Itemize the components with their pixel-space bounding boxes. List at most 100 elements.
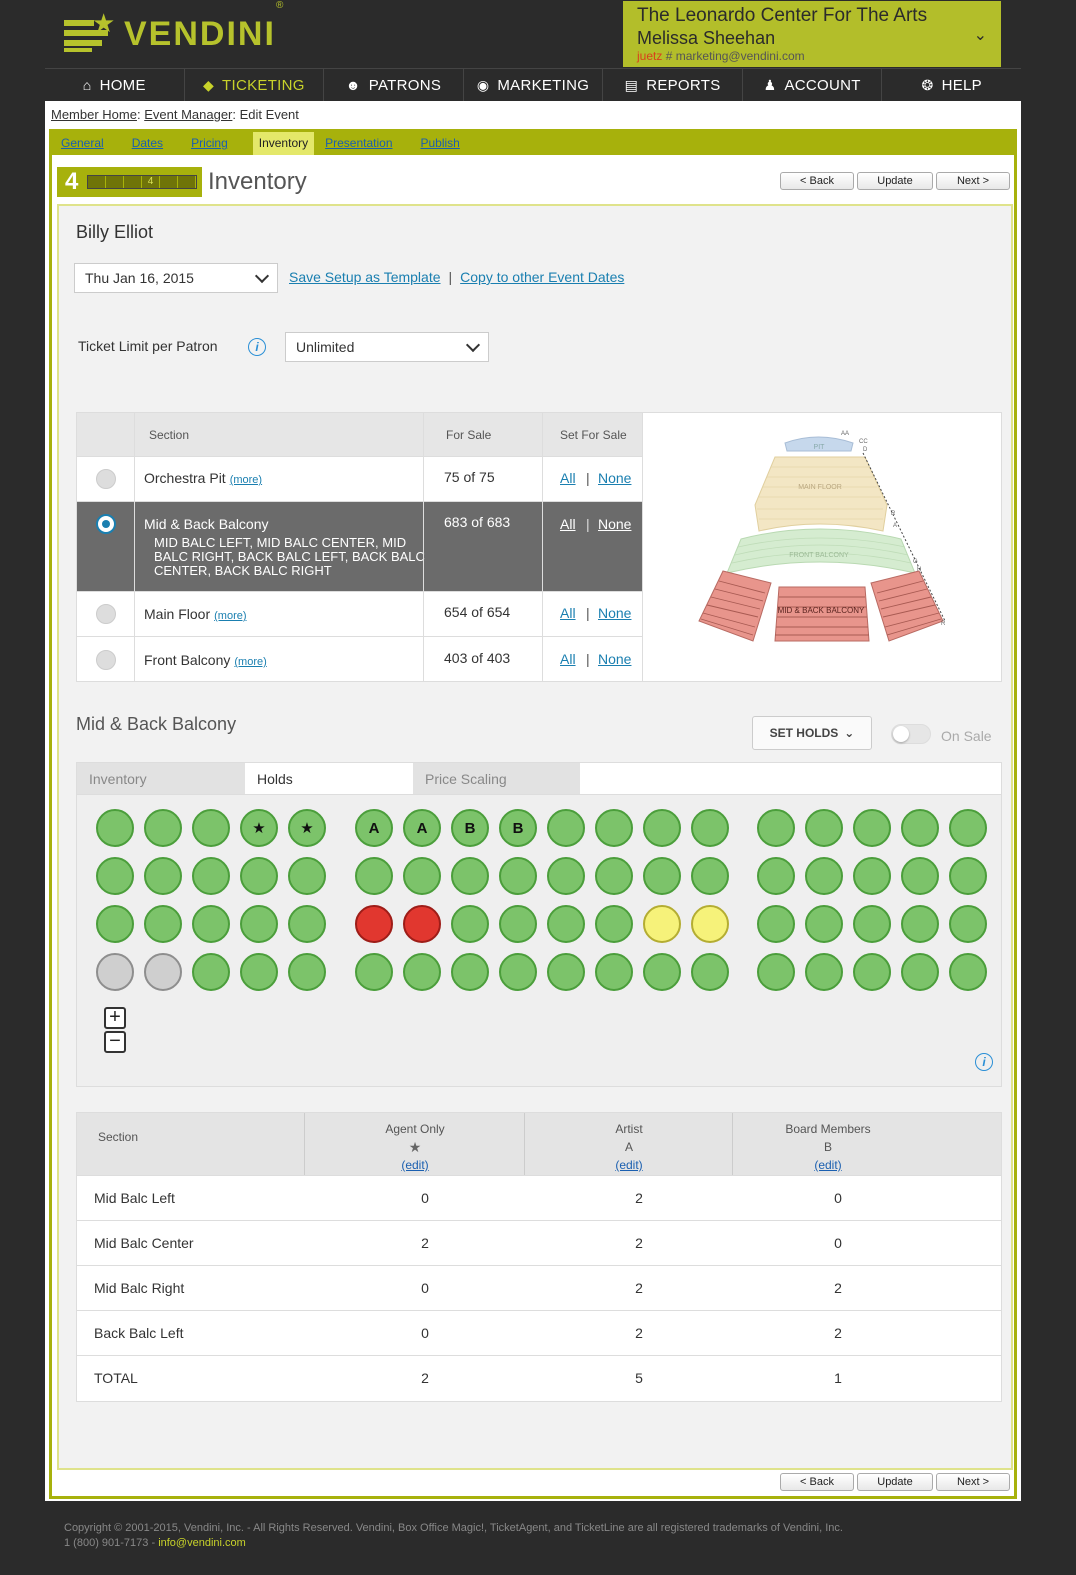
tab-dates[interactable]: Dates bbox=[131, 136, 164, 150]
nav-ticketing[interactable]: ◆ TICKETING bbox=[185, 69, 325, 101]
back-button[interactable]: < Back bbox=[780, 172, 854, 190]
seat-grey[interactable] bbox=[144, 953, 182, 991]
on-sale-toggle[interactable] bbox=[891, 724, 931, 744]
seat-hold-b[interactable]: B bbox=[499, 809, 537, 847]
seat-available[interactable] bbox=[901, 953, 939, 991]
seat-available[interactable] bbox=[595, 905, 633, 943]
seat-available[interactable] bbox=[949, 953, 987, 991]
event-date-select[interactable]: Thu Jan 16, 2015 bbox=[74, 263, 278, 293]
seat-available[interactable] bbox=[595, 857, 633, 895]
seat-available[interactable] bbox=[691, 857, 729, 895]
tab-general[interactable]: General bbox=[61, 136, 104, 150]
seat-available[interactable] bbox=[805, 809, 843, 847]
seat-available[interactable] bbox=[757, 809, 795, 847]
edit-agent-only-link[interactable]: (edit) bbox=[401, 1158, 429, 1172]
seat-available[interactable] bbox=[643, 809, 681, 847]
seat-available[interactable] bbox=[192, 953, 230, 991]
footer-email-link[interactable]: info@vendini.com bbox=[158, 1537, 246, 1549]
section-row[interactable]: Orchestra Pit (more) 75 of 75 All | None bbox=[77, 456, 642, 501]
seat-red[interactable] bbox=[403, 905, 441, 943]
breadcrumb-member-home[interactable]: Member Home bbox=[51, 107, 137, 122]
seat-available[interactable] bbox=[949, 857, 987, 895]
more-link[interactable]: (more) bbox=[214, 610, 247, 622]
breadcrumb-event-manager[interactable]: Event Manager bbox=[144, 107, 233, 122]
nav-account[interactable]: ♟ ACCOUNT bbox=[743, 69, 883, 101]
seat-available[interactable] bbox=[757, 905, 795, 943]
set-all-link[interactable]: All bbox=[560, 470, 576, 486]
nav-patrons[interactable]: ☻ PATRONS bbox=[324, 69, 464, 101]
seat-hold-agent-only[interactable]: ★ bbox=[240, 809, 278, 847]
info-icon[interactable]: i bbox=[248, 338, 266, 356]
seat-available[interactable] bbox=[240, 953, 278, 991]
seat-available[interactable] bbox=[643, 857, 681, 895]
seat-available[interactable] bbox=[547, 809, 585, 847]
section-row-selected[interactable]: Mid & Back Balcony MID BALC LEFT, MID BA… bbox=[77, 501, 642, 591]
seat-available[interactable] bbox=[355, 857, 393, 895]
seat-available[interactable] bbox=[901, 905, 939, 943]
seat-available[interactable] bbox=[451, 953, 489, 991]
vendini-logo[interactable]: ★ VENDINI bbox=[64, 8, 276, 54]
chevron-down-icon[interactable]: ⌄ bbox=[973, 27, 987, 44]
seat-available[interactable] bbox=[805, 953, 843, 991]
seat-yellow[interactable] bbox=[643, 905, 681, 943]
seat-available[interactable] bbox=[144, 857, 182, 895]
more-link[interactable]: (more) bbox=[234, 656, 267, 668]
seat-hold-b[interactable]: B bbox=[451, 809, 489, 847]
tab-holds[interactable]: Holds bbox=[245, 763, 413, 794]
info-icon[interactable]: i bbox=[975, 1053, 993, 1071]
seat-available[interactable] bbox=[691, 953, 729, 991]
seat-available[interactable] bbox=[595, 809, 633, 847]
update-button[interactable]: Update bbox=[857, 172, 933, 190]
seat-available[interactable] bbox=[192, 905, 230, 943]
account-switcher[interactable]: The Leonardo Center For The Arts Melissa… bbox=[623, 1, 1001, 67]
seat-available[interactable] bbox=[643, 953, 681, 991]
seat-available[interactable] bbox=[499, 953, 537, 991]
nav-help[interactable]: ❂ HELP bbox=[882, 69, 1021, 101]
seat-available[interactable] bbox=[757, 857, 795, 895]
nav-reports[interactable]: ▤ REPORTS bbox=[603, 69, 743, 101]
seat-available[interactable] bbox=[499, 857, 537, 895]
tab-pricing[interactable]: Pricing bbox=[191, 136, 228, 150]
section-radio[interactable] bbox=[96, 604, 116, 624]
seat-available[interactable] bbox=[757, 953, 795, 991]
set-all-link[interactable]: All bbox=[560, 605, 576, 621]
next-button[interactable]: Next > bbox=[936, 172, 1010, 190]
seat-available[interactable] bbox=[240, 905, 278, 943]
seat-available[interactable] bbox=[144, 809, 182, 847]
back-button[interactable]: < Back bbox=[780, 1473, 854, 1491]
seat-hold-a[interactable]: A bbox=[355, 809, 393, 847]
tab-publish[interactable]: Publish bbox=[420, 136, 460, 150]
update-button[interactable]: Update bbox=[857, 1473, 933, 1491]
seat-available[interactable] bbox=[547, 953, 585, 991]
set-none-link[interactable]: None bbox=[598, 516, 632, 532]
seat-available[interactable] bbox=[499, 905, 537, 943]
zoom-out-button[interactable]: − bbox=[104, 1031, 126, 1053]
seat-available[interactable] bbox=[853, 953, 891, 991]
seat-available[interactable] bbox=[192, 809, 230, 847]
seat-available[interactable] bbox=[451, 905, 489, 943]
seat-available[interactable] bbox=[288, 905, 326, 943]
more-link[interactable]: (more) bbox=[229, 474, 263, 486]
seat-available[interactable] bbox=[355, 953, 393, 991]
set-none-link[interactable]: None bbox=[598, 470, 632, 486]
seat-available[interactable] bbox=[949, 905, 987, 943]
set-none-link[interactable]: None bbox=[598, 651, 632, 667]
tab-inventory-view[interactable]: Inventory bbox=[77, 763, 245, 794]
seat-hold-a[interactable]: A bbox=[403, 809, 441, 847]
section-row[interactable]: Front Balcony (more) 403 of 403 All | Non… bbox=[77, 636, 642, 681]
seat-available[interactable] bbox=[288, 953, 326, 991]
seat-yellow[interactable] bbox=[691, 905, 729, 943]
tab-price-scaling[interactable]: Price Scaling bbox=[413, 763, 580, 794]
seat-available[interactable] bbox=[805, 857, 843, 895]
seat-available[interactable] bbox=[96, 809, 134, 847]
seat-available[interactable] bbox=[192, 857, 230, 895]
seat-available[interactable] bbox=[901, 809, 939, 847]
set-all-link[interactable]: All bbox=[560, 516, 576, 532]
venue-map[interactable]: PIT MAIN FLOOR FRONT BALCON bbox=[643, 412, 1002, 682]
seat-available[interactable] bbox=[805, 905, 843, 943]
edit-board-members-link[interactable]: (edit) bbox=[814, 1158, 842, 1172]
next-button[interactable]: Next > bbox=[936, 1473, 1010, 1491]
seat-available[interactable] bbox=[403, 953, 441, 991]
ticket-limit-select[interactable]: Unlimited bbox=[285, 332, 489, 362]
zoom-in-button[interactable]: + bbox=[104, 1007, 126, 1029]
